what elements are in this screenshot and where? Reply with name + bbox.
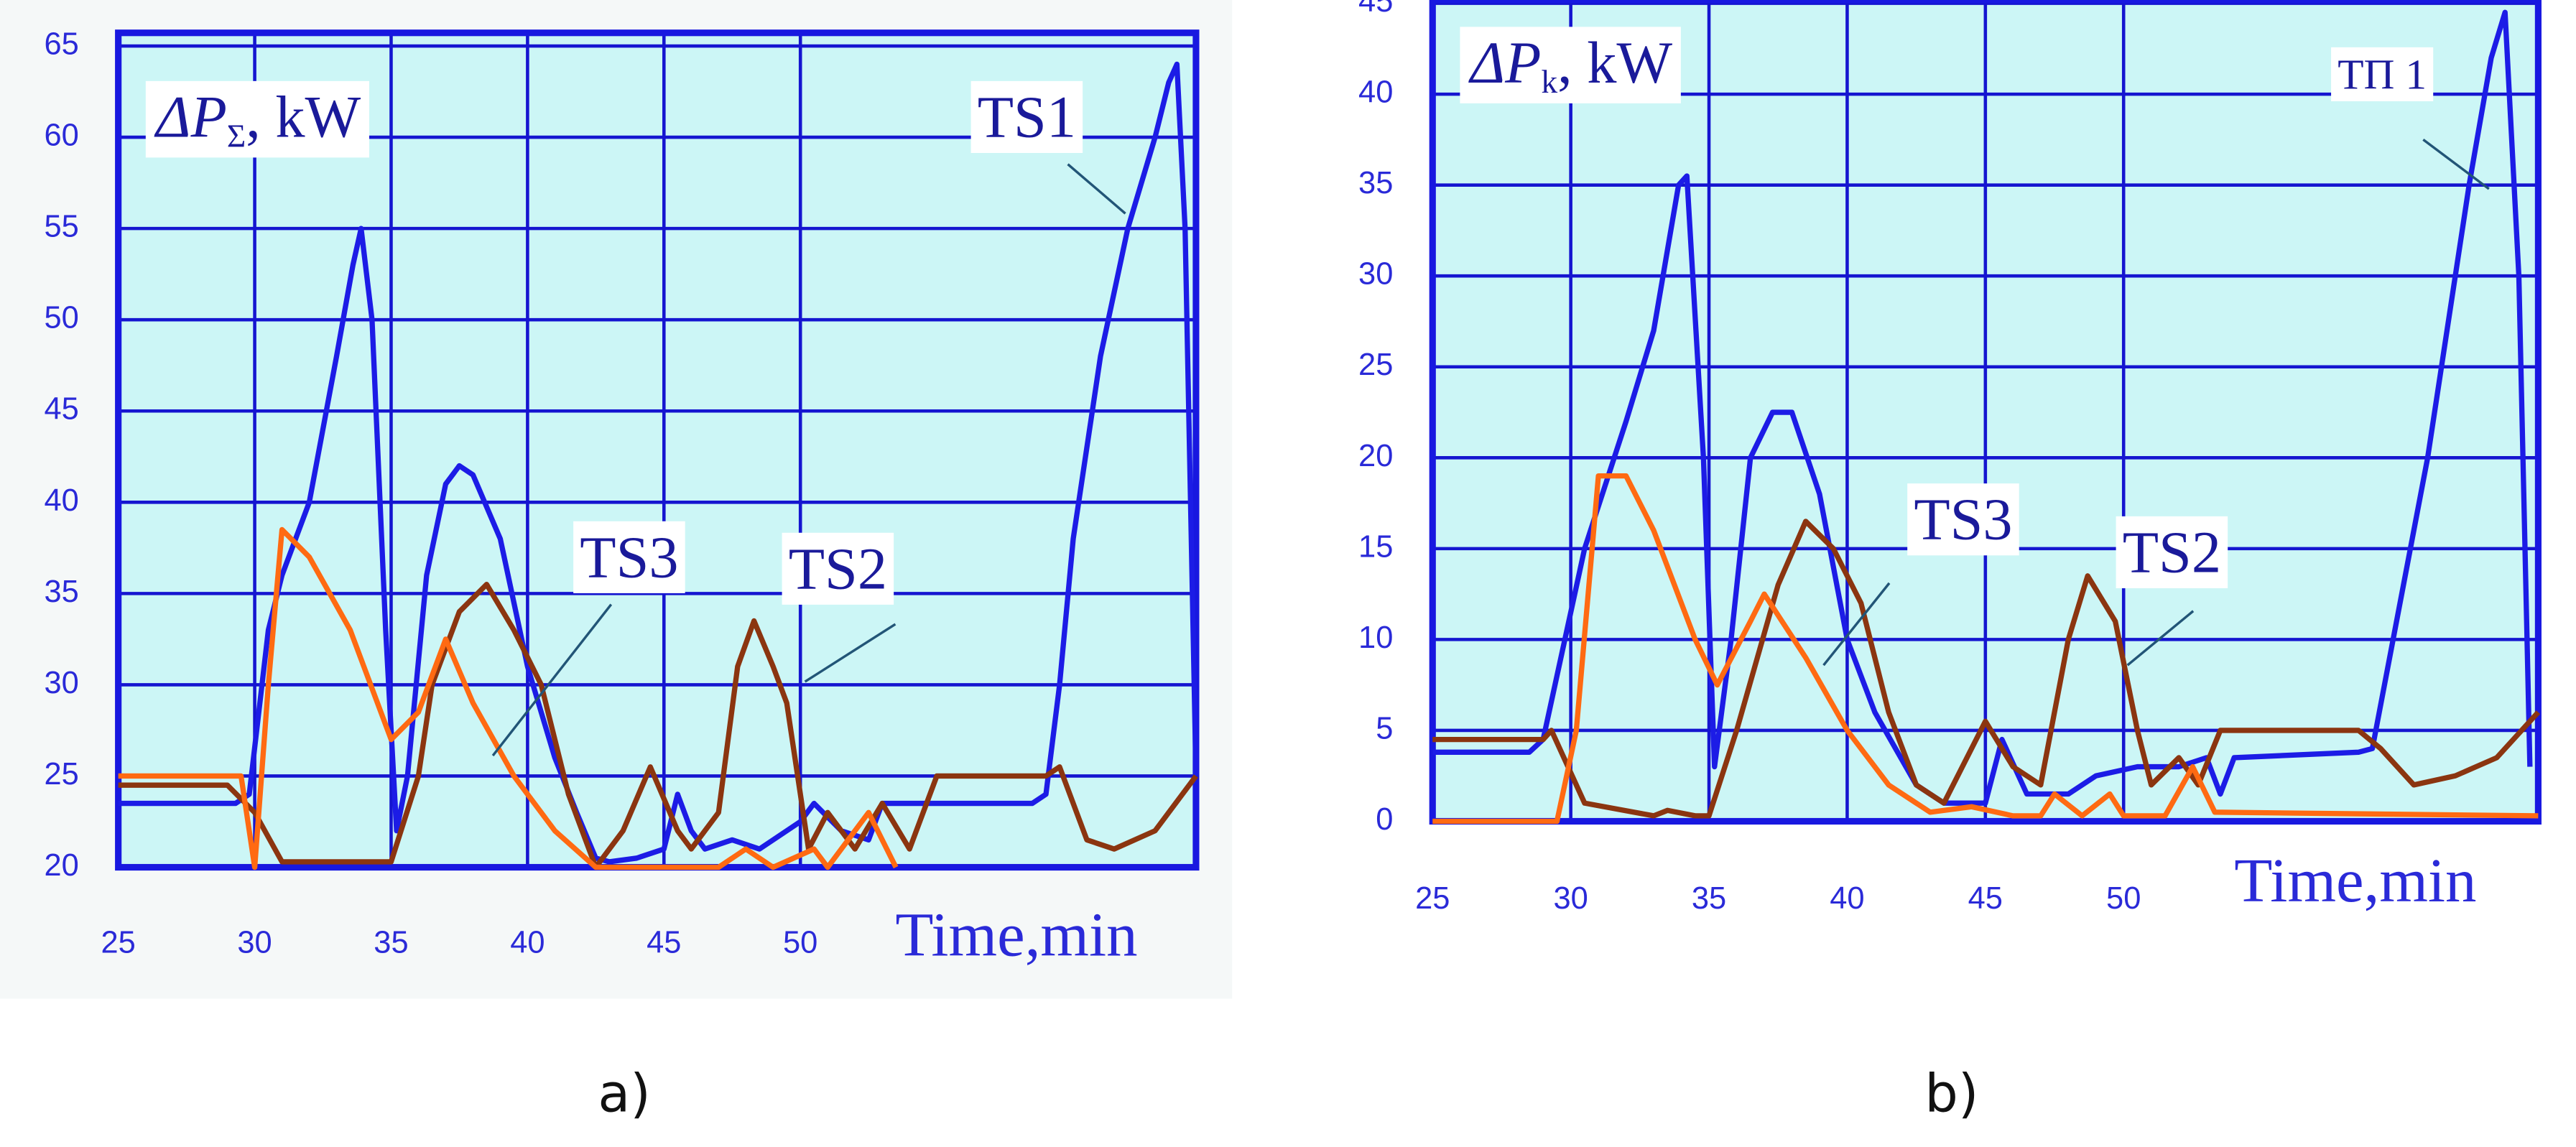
y-tick-label: 35 xyxy=(44,575,78,609)
y-axis-title: ΔPk, kW xyxy=(1468,30,1673,100)
plot-frame xyxy=(1429,0,2542,825)
leader-line xyxy=(1067,163,1126,215)
leader-line xyxy=(804,623,896,683)
label-box xyxy=(1460,27,1681,103)
x-tick-label: 30 xyxy=(1553,881,1588,916)
label-box xyxy=(145,80,370,158)
label-box xyxy=(782,532,894,605)
y-tick-label: 0 xyxy=(1376,802,1393,837)
series-label: TS1 xyxy=(978,84,1076,149)
series-label: ТП 1 xyxy=(2338,50,2427,98)
label-box xyxy=(970,80,1083,153)
y-tick-label: 65 xyxy=(44,27,78,62)
series-label: TS2 xyxy=(789,536,887,601)
x-tick-label: 25 xyxy=(1415,881,1450,916)
x-axis-title: Time,min xyxy=(895,900,1137,969)
series-label: TS3 xyxy=(580,524,678,590)
panel-label: a) xyxy=(598,1064,650,1125)
series-line xyxy=(118,582,1198,870)
leader-line xyxy=(491,603,613,757)
title-sub: k xyxy=(1541,64,1557,100)
panel-label: b) xyxy=(1924,1064,1978,1125)
chart: 20 25 30 35 40 45 50 55 60 65 25 30 35 40 45 50 TS1 TS2 TS… xyxy=(44,27,1200,1125)
label-box xyxy=(573,521,685,593)
x-tick-label: 25 xyxy=(101,925,136,960)
y-tick-label: 20 xyxy=(1358,439,1393,473)
leader-line xyxy=(2126,610,2195,667)
y-tick-label: 10 xyxy=(1358,621,1393,655)
y-tick-label: 5 xyxy=(1376,711,1393,746)
y-tick-label: 20 xyxy=(44,848,78,883)
y-tick-label: 45 xyxy=(44,392,78,427)
series-line xyxy=(118,526,899,870)
x-tick-label: 50 xyxy=(2106,881,2141,916)
label-box xyxy=(2331,47,2434,101)
x-tick-label: 40 xyxy=(510,925,545,960)
chart: 0 5 10 15 20 25 30 35 40 45 25 30 35 40 45 50 ТП 1 TS2 TS3… xyxy=(1358,0,2542,1125)
y-tick-label: 40 xyxy=(44,483,78,518)
y-tick-label: 50 xyxy=(44,301,78,335)
title-unit: , kW xyxy=(246,84,361,149)
x-tick-label: 45 xyxy=(1968,881,2003,916)
x-tick-label: 35 xyxy=(374,925,408,960)
y-tick-label: 25 xyxy=(1358,348,1393,382)
series-label: TS3 xyxy=(1914,487,2012,552)
y-tick-label: 30 xyxy=(1358,257,1393,292)
y-tick-label: 45 xyxy=(1358,0,1393,19)
y-tick-label: 15 xyxy=(1358,529,1393,564)
title-main: ΔP xyxy=(1468,30,1542,96)
series-line xyxy=(118,61,1199,865)
y-tick-label: 60 xyxy=(44,119,78,153)
title-unit: , kW xyxy=(1557,30,1672,96)
x-tick-label: 30 xyxy=(237,925,272,960)
title-sub: Σ xyxy=(227,119,246,154)
y-tick-label: 55 xyxy=(44,210,78,244)
x-tick-label: 45 xyxy=(647,925,681,960)
y-tick-label: 40 xyxy=(1358,75,1393,110)
series-line xyxy=(1432,519,2541,819)
x-tick-label: 40 xyxy=(1830,881,1864,916)
y-axis-title: ΔPΣ, kW xyxy=(154,84,361,154)
title-main: ΔP xyxy=(154,84,227,149)
plot-area xyxy=(118,32,1196,868)
y-tick-label: 35 xyxy=(1358,166,1393,200)
x-tick-label: 50 xyxy=(783,925,817,960)
y-tick-label: 25 xyxy=(44,757,78,791)
y-tick-label: 30 xyxy=(44,666,78,700)
x-tick-label: 35 xyxy=(1692,881,1726,916)
x-axis-title: Time,min xyxy=(2234,846,2476,915)
leader-line xyxy=(1822,582,1891,667)
series-line xyxy=(1432,473,2539,825)
leader-line xyxy=(2422,139,2490,190)
label-box xyxy=(2116,516,2228,589)
series-label: TS2 xyxy=(2123,519,2221,585)
label-box xyxy=(1907,483,2019,556)
